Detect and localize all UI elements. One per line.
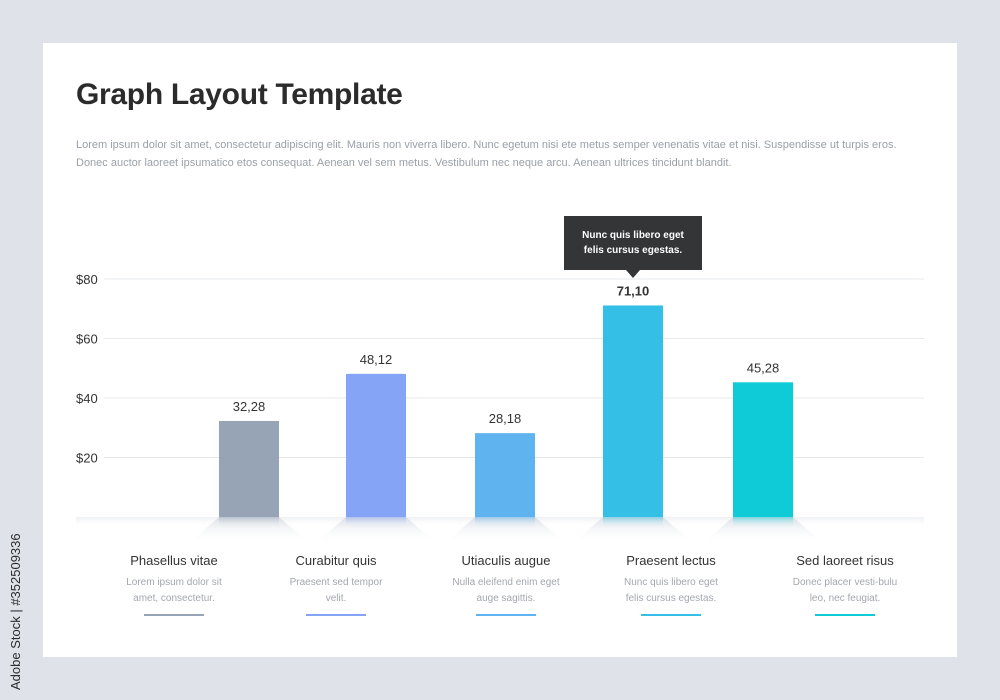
category-title: Phasellus vitae xyxy=(130,553,218,568)
category-underline xyxy=(641,614,701,616)
bar-glow xyxy=(346,517,406,529)
category-underline xyxy=(476,614,536,616)
y-tick-label: $80 xyxy=(76,272,98,287)
bar-value-label: 28,18 xyxy=(489,411,522,426)
bar xyxy=(603,305,663,517)
graph-card xyxy=(43,43,957,657)
category-title: Curabitur quis xyxy=(295,553,377,568)
category-description: Lorem ipsum dolor sit amet, consectetur. xyxy=(126,577,222,604)
bar-value-label: 71,10 xyxy=(617,283,650,298)
category-title: Praesent lectus xyxy=(626,553,716,568)
bar-value-label: 45,28 xyxy=(747,360,780,375)
bar xyxy=(219,420,279,517)
category-item: Curabitur quis Praesent sed tempor velit. xyxy=(251,553,421,607)
intro-text: Lorem ipsum dolor sit amet, consectetur … xyxy=(76,139,897,169)
category-description: Praesent sed tempor velit. xyxy=(289,577,383,604)
category-item: Utiaculis augue Nulla eleifend enim eget … xyxy=(421,553,591,607)
bars xyxy=(219,305,793,517)
category-underline xyxy=(306,614,366,616)
stock-watermark: Adobe Stock | #352509336 xyxy=(8,533,23,690)
category-title: Sed laoreet risus xyxy=(796,553,894,568)
bar-glow xyxy=(219,517,279,529)
value-labels: 32,28 48,12 28,18 71,10 45,28 xyxy=(233,283,780,426)
category-description: Nunc quis libero eget felis cursus egest… xyxy=(624,577,718,604)
category-item: Praesent lectus Nunc quis libero eget fel… xyxy=(586,553,756,607)
bar-glow xyxy=(475,517,535,529)
category-description: Nulla eleifend enim eget auge sagittis. xyxy=(452,577,560,604)
bar xyxy=(346,373,406,517)
page-title: Graph Layout Template xyxy=(76,78,403,111)
category-item: Phasellus vitae Lorem ipsum dolor sit ame… xyxy=(89,553,259,607)
bar-value-label: 32,28 xyxy=(233,399,266,414)
y-tick-label: $40 xyxy=(76,391,98,406)
category-title: Utiaculis augue xyxy=(461,553,551,568)
y-axis-ticks: $20 $40 $60 $80 xyxy=(76,272,98,466)
bar-reflections xyxy=(189,517,823,543)
y-tick-label: $60 xyxy=(76,332,98,347)
highlight-tooltip: Nunc quis libero eget felis cursus egest… xyxy=(564,216,702,270)
bar xyxy=(733,382,793,517)
category-item: Sed laoreet risus Donec placer vesti-bulu… xyxy=(760,553,930,607)
y-tick-label: $20 xyxy=(76,451,98,466)
bar-glow xyxy=(733,517,793,529)
tooltip-arrow xyxy=(626,270,640,278)
category-underline xyxy=(144,614,204,616)
bar-glow xyxy=(603,517,663,529)
bar xyxy=(475,433,535,517)
bar-value-label: 48,12 xyxy=(360,352,393,367)
category-underline xyxy=(815,614,875,616)
category-description: Donec placer vesti-bulu leo, nec feugiat… xyxy=(792,577,898,604)
